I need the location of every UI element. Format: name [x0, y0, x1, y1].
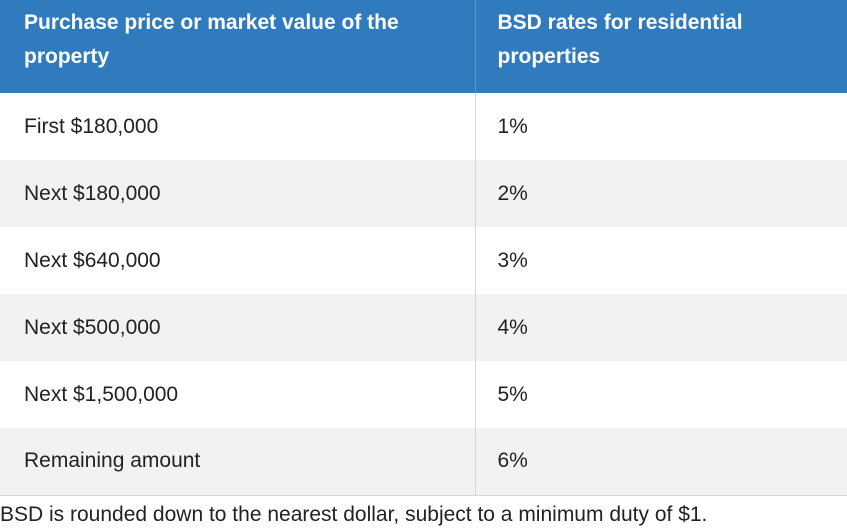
table-body: First $180,000 1% Next $180,000 2% Next … — [0, 93, 847, 496]
amount-cell: Next $180,000 — [0, 160, 475, 227]
rate-cell: 6% — [474, 428, 847, 496]
bsd-rates-table: Purchase price or market value of the pr… — [0, 0, 847, 496]
header-purchase-price: Purchase price or market value of the pr… — [0, 0, 475, 93]
amount-cell: Next $500,000 — [0, 294, 475, 361]
amount-cell: Next $1,500,000 — [0, 361, 475, 428]
rate-cell: 5% — [474, 361, 847, 428]
amount-cell: Remaining amount — [0, 428, 475, 496]
table-row: Next $640,000 3% — [0, 227, 847, 294]
header-bsd-rates: BSD rates for residential properties — [474, 0, 847, 93]
table-row: Next $500,000 4% — [0, 294, 847, 361]
rate-cell: 2% — [474, 160, 847, 227]
amount-cell: First $180,000 — [0, 93, 475, 160]
rounding-note: BSD is rounded down to the nearest dolla… — [0, 503, 708, 526]
rate-cell: 1% — [474, 93, 847, 160]
table-row: Next $180,000 2% — [0, 160, 847, 227]
table-row: Remaining amount 6% — [0, 428, 847, 496]
table-row: Next $1,500,000 5% — [0, 361, 847, 428]
rate-cell: 3% — [474, 227, 847, 294]
rate-cell: 4% — [474, 294, 847, 361]
table-row: First $180,000 1% — [0, 93, 847, 160]
table-header: Purchase price or market value of the pr… — [0, 0, 847, 93]
header-row: Purchase price or market value of the pr… — [0, 0, 847, 93]
amount-cell: Next $640,000 — [0, 227, 475, 294]
